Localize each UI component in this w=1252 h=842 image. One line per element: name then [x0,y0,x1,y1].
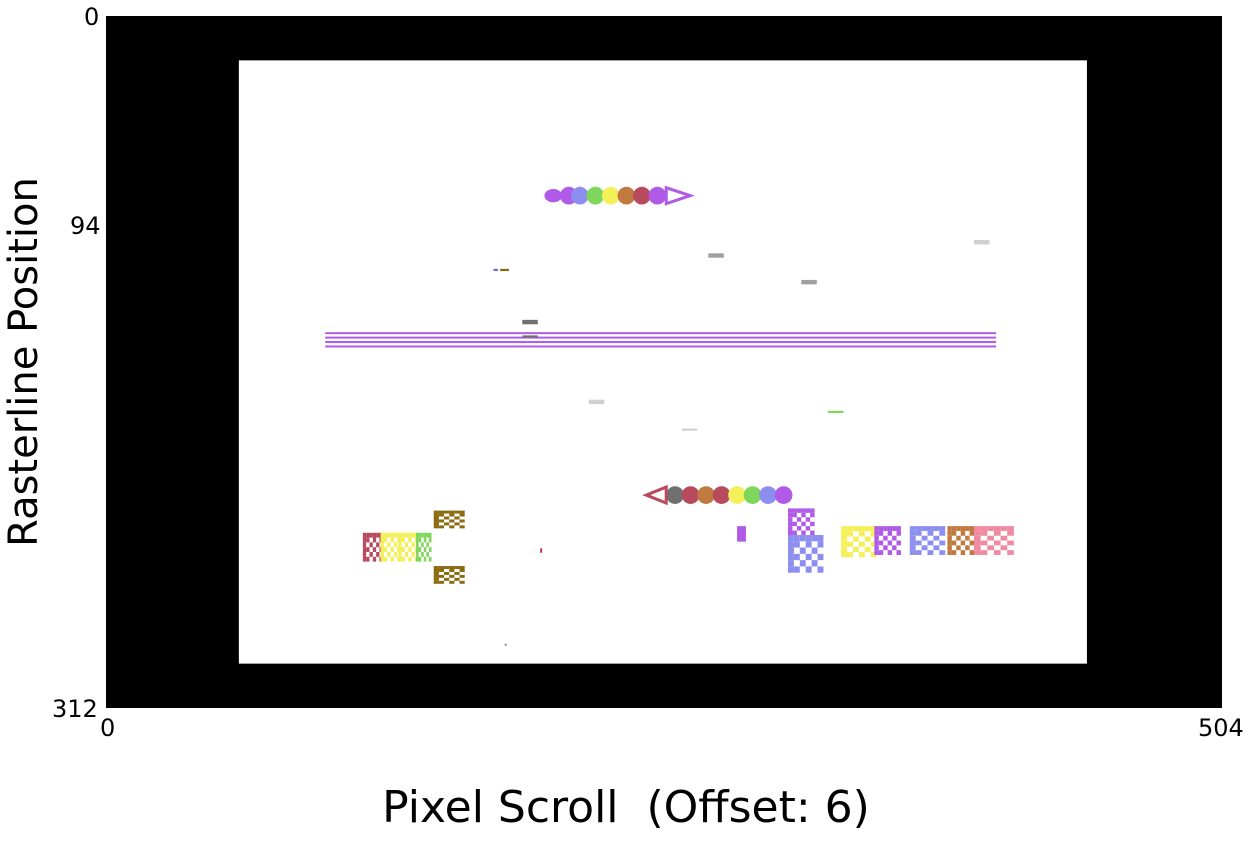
dark-dash [522,335,538,338]
rocket-glyph [947,526,974,555]
caterpillar-left-segment [759,486,777,504]
small-dash [493,268,498,272]
raster-bars [325,332,997,348]
maze-glyph [362,532,383,562]
maze-glyph [380,532,401,562]
caterpillar-right-segment [571,186,589,205]
caterpillar-left-segment [666,486,684,504]
y-axis-label: Rasterline Position [1,177,47,547]
om-glyph [974,526,1014,555]
caterpillar-left-segment [743,486,762,504]
x-tick-504: 504 [1198,714,1244,742]
tiny-dot [540,548,543,553]
light-dash [974,240,990,245]
caterpillar-right-segment [602,186,620,205]
brick-glyph [909,526,946,555]
sprites-layer [362,185,1014,646]
rocket-glyph [788,508,815,535]
visible-screen [238,60,1087,664]
maze-glyph [398,532,419,562]
caterpillar-right-segment [648,186,667,205]
crown-glyph [841,526,877,558]
y-tick-94: 94 [70,212,101,240]
rocket-glyph [874,526,901,555]
chest-glyph [433,566,465,584]
caterpillar-left-segment [697,486,715,504]
x-tick-0: 0 [100,714,116,742]
caterpillar-right-segment [617,186,636,205]
caterpillar-right-segment [586,186,605,205]
caterpillar-left-segment [728,486,746,504]
caterpillar-left-head [642,484,668,506]
y-tick-0: 0 [84,3,100,31]
violet-block [737,526,746,542]
screen-plot [106,16,1222,708]
chest-glyph [433,510,465,529]
maze-glyph [416,532,432,562]
raster-bar-line [325,336,997,339]
raster-bar-line [325,345,997,348]
grey-dash [708,253,724,258]
y-tick-312: 312 [52,695,98,723]
caterpillar-left-segment [681,486,700,504]
small-dash [500,268,509,272]
caterpillar-left-segment [712,486,731,504]
grey-dash [801,279,817,285]
light-dash [681,428,698,431]
dark-dash [522,319,538,325]
caterpillar-left-segment [774,486,793,504]
brick-glyph [788,535,824,573]
caterpillar-right-segment [633,186,651,205]
tiny-dot [504,643,507,646]
light-dash [588,399,605,405]
caterpillar-right-head [664,185,695,206]
green-dash [827,410,844,414]
raster-bar-line [325,332,997,335]
caterpillar-right-segment [544,189,563,203]
raster-bar-line [325,341,997,344]
x-axis-label: Pixel Scroll (Offset: 6) [382,782,870,833]
